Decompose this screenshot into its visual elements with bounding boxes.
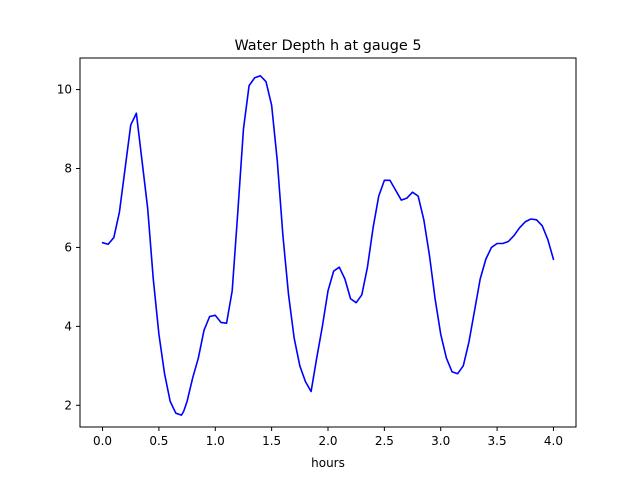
y-axis: 2 4 6 8 10	[57, 83, 80, 412]
y-tick-label: 4	[64, 319, 72, 333]
x-tick-label: 4.0	[544, 434, 563, 448]
x-tick-label: 2.5	[375, 434, 394, 448]
series-line-0	[101, 74, 555, 416]
x-axis: 0.0 0.5 1.0 1.5 2.0 2.5 3.0 3.5 4.0	[93, 427, 563, 448]
x-tick-label: 2.0	[318, 434, 337, 448]
y-tick-label: 10	[57, 83, 72, 97]
axes-frame	[79, 57, 577, 428]
y-tick-label: 6	[64, 240, 72, 254]
y-tick-label: 8	[64, 162, 72, 176]
x-axis-label: hours	[311, 456, 345, 470]
x-tick-label: 0.5	[149, 434, 168, 448]
x-tick-label: 1.5	[262, 434, 281, 448]
x-tick-label: 1.0	[206, 434, 225, 448]
chart-title: Water Depth h at gauge 5	[234, 38, 421, 54]
x-tick-label: 3.5	[488, 434, 507, 448]
x-tick-label: 3.0	[431, 434, 450, 448]
y-tick-label: 2	[64, 398, 72, 412]
x-tick-label: 0.0	[93, 434, 112, 448]
plot-area	[101, 74, 555, 416]
